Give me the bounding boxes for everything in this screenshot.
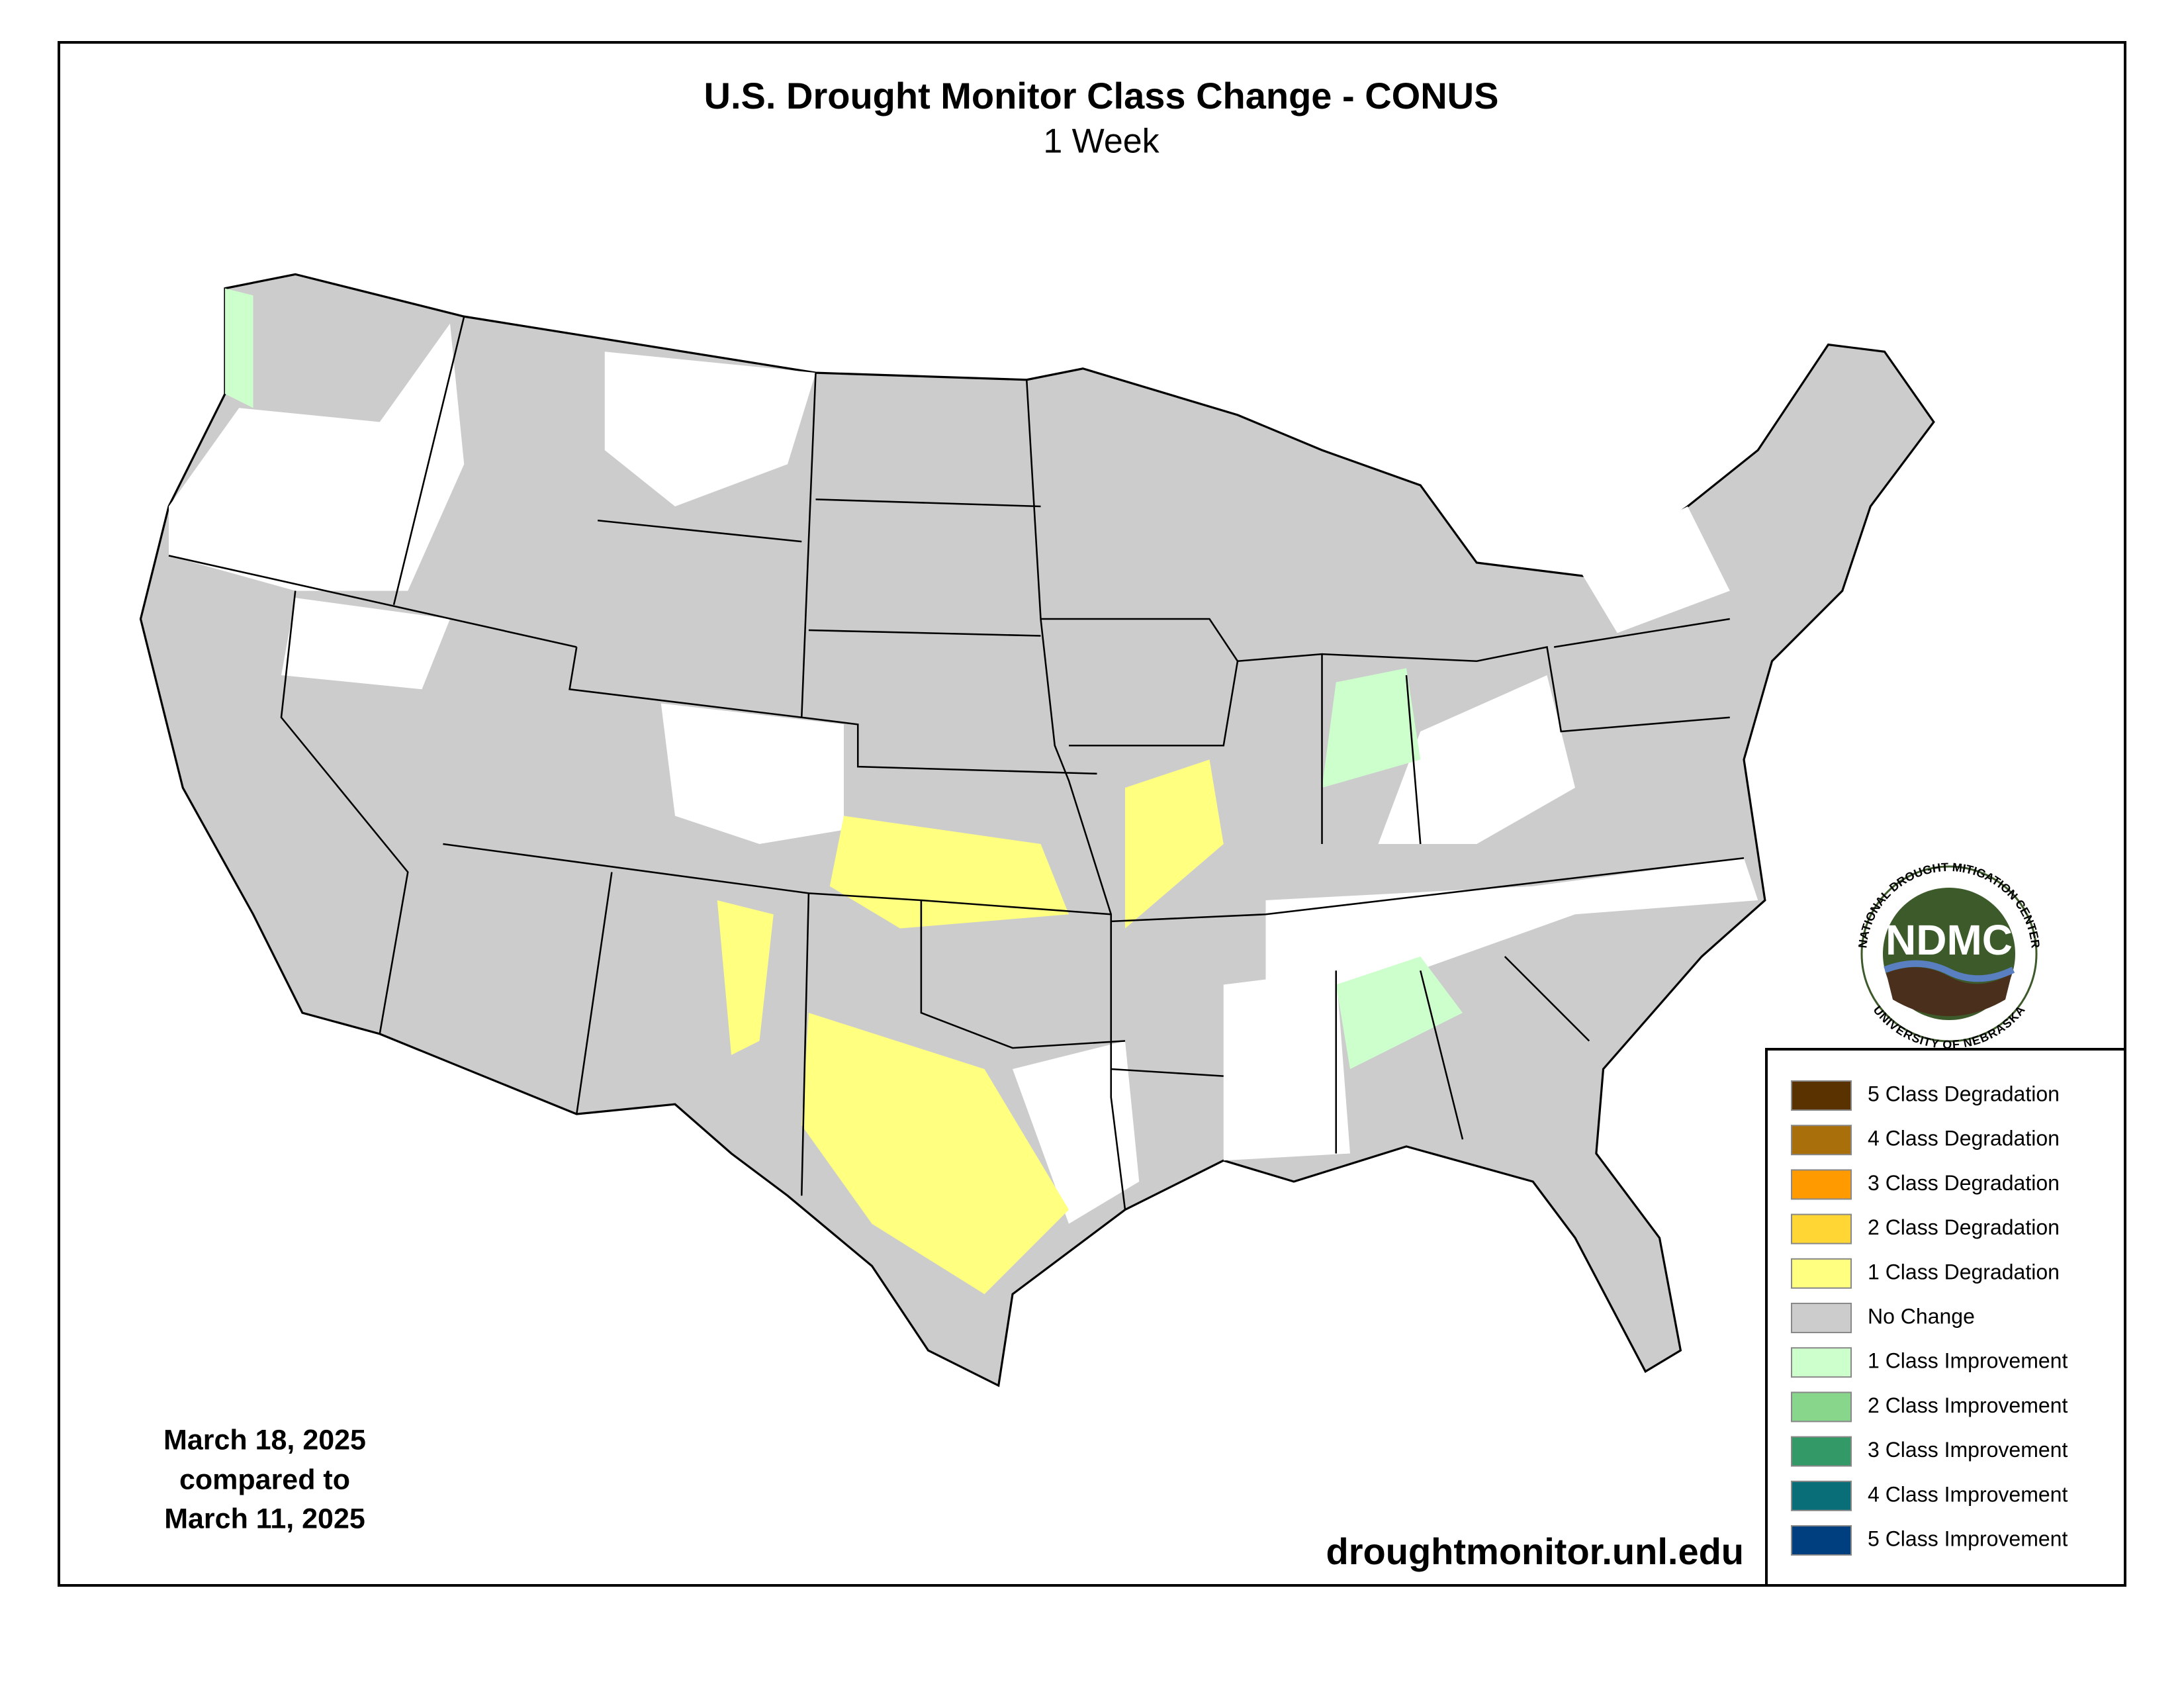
no-drought-area <box>169 323 465 591</box>
legend-swatch <box>1791 1169 1852 1200</box>
legend-swatch <box>1791 1525 1852 1556</box>
degradation-area <box>829 816 1069 929</box>
degradation-area <box>1125 759 1224 929</box>
no-drought-area <box>1223 970 1350 1161</box>
date-line: March 11, 2025 <box>164 1503 365 1534</box>
legend-label: 1 Class Improvement <box>1868 1349 2068 1373</box>
legend-label: 2 Class Improvement <box>1868 1393 2068 1417</box>
no-drought-area <box>1013 1041 1140 1224</box>
no-drought-area <box>1265 858 1758 985</box>
degradation-area <box>801 1013 1069 1294</box>
title: U.S. Drought Monitor Class Change - CONU… <box>704 75 1499 117</box>
date-line: compared to <box>179 1464 350 1495</box>
legend-swatch <box>1791 1125 1852 1156</box>
legend-swatch <box>1791 1258 1852 1289</box>
legend-label: 5 Class Degradation <box>1868 1082 2060 1105</box>
legend-label: 3 Class Degradation <box>1868 1171 2060 1195</box>
legend-swatch <box>1791 1303 1852 1333</box>
legend-label: 2 Class Degradation <box>1868 1215 2060 1239</box>
legend-label: 3 Class Improvement <box>1868 1438 2068 1462</box>
state-borders <box>168 316 1745 1210</box>
improvement-area <box>1336 957 1463 1069</box>
legend-swatch <box>1791 1436 1852 1467</box>
legend-swatch <box>1791 1480 1852 1511</box>
date-line: March 18, 2025 <box>163 1424 366 1456</box>
legend-label: No Change <box>1868 1304 1975 1328</box>
no-drought-area <box>1575 506 1730 633</box>
legend-label: 4 Class Degradation <box>1868 1127 2060 1150</box>
no-drought-area <box>281 598 450 690</box>
no-drought-area <box>1378 675 1575 844</box>
legend-swatch <box>1791 1080 1852 1111</box>
improvement-area <box>1322 668 1421 788</box>
legend: 5 Class Degradation 4 Class Degradation 3 … <box>1765 1048 2126 1587</box>
degradation-area <box>717 900 774 1055</box>
legend-swatch <box>1791 1347 1852 1378</box>
legend-label: 5 Class Improvement <box>1868 1526 2068 1550</box>
legend-swatch <box>1791 1391 1852 1423</box>
no-drought-area <box>660 703 844 844</box>
us-map <box>139 273 1935 1387</box>
source-url: droughtmonitor.unl.edu <box>1326 1530 1744 1572</box>
improvement-area <box>225 288 253 408</box>
logo-water <box>1884 960 2015 982</box>
no-drought-area <box>604 352 816 506</box>
ndmc-logo: NDMC NATIONAL DROUGHT MITIGATION CENTER … <box>1856 861 2042 1051</box>
logo-acronym: NDMC <box>1886 916 2013 964</box>
subtitle: 1 Week <box>1043 122 1160 161</box>
logo-ground <box>1886 967 2012 1016</box>
legend-label: 4 Class Improvement <box>1868 1482 2068 1506</box>
legend-swatch <box>1791 1213 1852 1244</box>
legend-label: 1 Class Degradation <box>1868 1260 2060 1284</box>
